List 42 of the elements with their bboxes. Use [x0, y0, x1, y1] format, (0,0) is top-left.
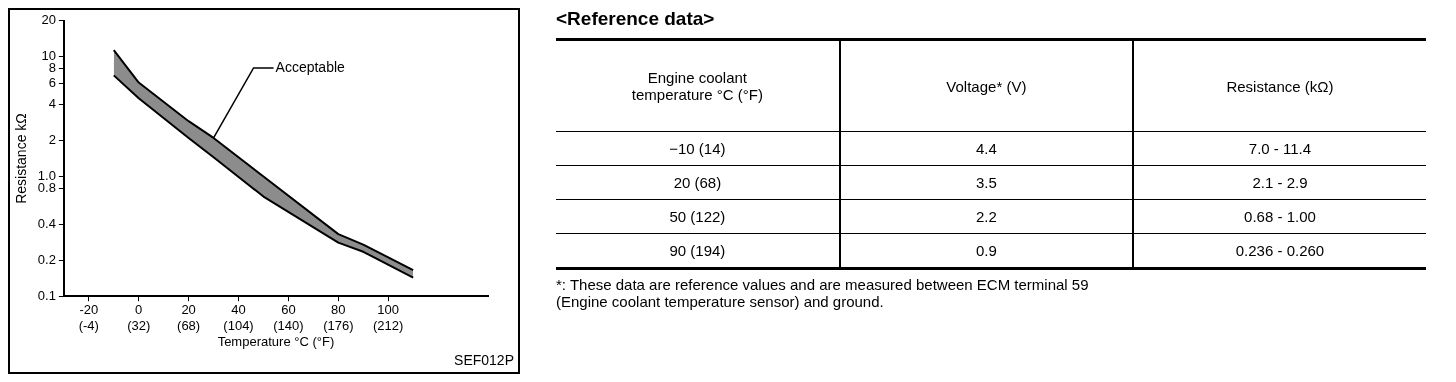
text: 20 (68) [673, 174, 722, 191]
y-tick-label: 4 [48, 96, 56, 112]
y-tick-label: 0.1 [37, 287, 56, 303]
x2-tick-label: (68) [177, 318, 201, 334]
text: 2.1 - 2.9 [1252, 174, 1308, 191]
text: SEF012P [454, 351, 514, 368]
text: <Reference data> [556, 8, 716, 30]
x2-tick-label: (32) [127, 318, 151, 334]
x2-tick-label: (176) [323, 318, 354, 334]
text: 50 (122) [669, 208, 726, 225]
category-label: Voltage* (V) [839, 39, 1133, 132]
y-tick-label: 2 [48, 132, 56, 148]
x-tick-label: 60 [281, 301, 296, 317]
x-axis-title: Temperature °C (°F) [217, 333, 335, 349]
x-tick-label: 100 [377, 301, 400, 317]
y-tick-label: 0.2 [37, 251, 56, 267]
x-tick-label: 40 [231, 301, 246, 317]
x2-tick-label: (104) [223, 318, 254, 334]
text: 4.4 [975, 140, 997, 157]
y-axis-title: Resistance kΩ [13, 113, 30, 204]
category-label: Resistance (kΩ) [1132, 39, 1426, 132]
x-tick-label: 80 [331, 301, 346, 317]
x2-tick-label: (-4) [78, 318, 99, 334]
text: 0.236 - 0.260 [1235, 242, 1325, 259]
y-tick-label: 20 [41, 12, 56, 28]
y-tick-label: 6 [48, 74, 56, 90]
x-tick-label: 20 [181, 301, 196, 317]
x-tick-label: -20 [79, 301, 99, 317]
text: 0.68 - 1.00 [1244, 208, 1316, 225]
annotation: Acceptable [275, 58, 346, 75]
x2-tick-label: (140) [273, 318, 304, 334]
text: *: These data are reference values and are measured between ECM terminal 59 (Engine coolant temperature sensor) and ground. [556, 276, 1090, 310]
text: 3.5 [975, 174, 997, 191]
text: 2.2 [975, 208, 997, 225]
category-label: Engine coolant temperature °C (°F) [556, 39, 840, 132]
text: 7.0 - 11.4 [1248, 140, 1312, 157]
x2-tick-label: (212) [373, 318, 404, 334]
x-tick-label: 0 [135, 301, 143, 317]
y-tick-label: 0.4 [37, 215, 56, 231]
text: −10 (14) [669, 140, 726, 157]
text: 90 (194) [669, 242, 726, 259]
text: 0.9 [975, 242, 997, 259]
